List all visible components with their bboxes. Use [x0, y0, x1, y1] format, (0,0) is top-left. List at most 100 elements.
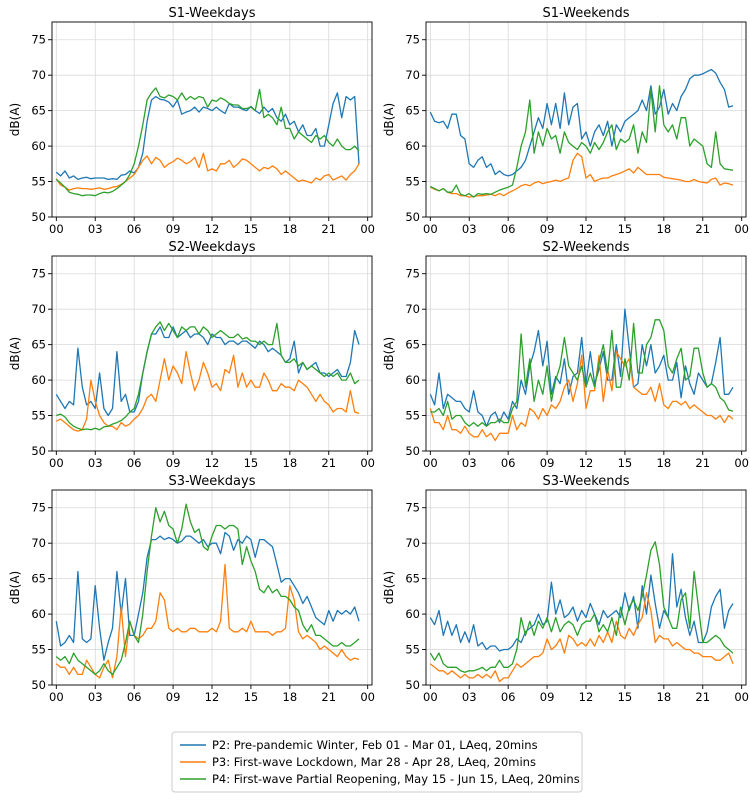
series-line-p3 [429, 351, 734, 442]
y-axis-label: dB(A) [8, 571, 22, 604]
x-tick-label: 00 [360, 456, 375, 470]
series-line-p4 [430, 319, 734, 427]
x-tick-label: 00 [423, 456, 438, 470]
series-line-p4 [56, 321, 360, 431]
x-tick-label: 00 [360, 222, 375, 236]
y-tick-label: 55 [405, 175, 420, 189]
x-tick-label: 21 [695, 222, 710, 236]
x-tick-label: 06 [501, 456, 516, 470]
y-tick-label: 70 [31, 302, 46, 316]
y-tick-label: 70 [31, 536, 46, 550]
y-tick-label: 70 [405, 536, 420, 550]
x-tick-label: 06 [501, 690, 516, 704]
x-tick-label: 15 [244, 222, 259, 236]
y-tick-label: 75 [405, 33, 420, 47]
y-tick-label: 65 [31, 104, 46, 118]
y-tick-label: 75 [31, 267, 46, 281]
x-tick-label: 00 [734, 456, 749, 470]
x-tick-label: 06 [127, 222, 142, 236]
y-tick-label: 70 [405, 302, 420, 316]
x-tick-label: 18 [657, 222, 672, 236]
x-tick-label: 09 [166, 456, 181, 470]
y-tick-label: 50 [31, 678, 46, 692]
y-tick-label: 75 [405, 501, 420, 515]
legend-frame [171, 731, 583, 793]
series-line-p2 [429, 308, 734, 427]
series-line-p3 [55, 152, 360, 191]
panel-title: S1-Weekends [542, 6, 629, 21]
x-tick-label: 12 [579, 222, 594, 236]
x-tick-label: 00 [734, 222, 749, 236]
y-axis-label: dB(A) [382, 103, 396, 136]
y-axis-label: dB(A) [382, 337, 396, 370]
x-tick-label: 15 [244, 456, 259, 470]
y-axis-label: dB(A) [8, 103, 22, 136]
y-tick-label: 50 [405, 678, 420, 692]
y-tick-label: 55 [31, 175, 46, 189]
y-tick-label: 60 [31, 139, 46, 153]
y-tick-label: 65 [405, 338, 420, 352]
x-tick-label: 15 [618, 456, 633, 470]
x-tick-label: 09 [166, 222, 181, 236]
series-line-p3 [56, 351, 360, 432]
panel-title: S3-Weekdays [169, 474, 256, 489]
y-tick-label: 55 [405, 643, 420, 657]
y-tick-label: 55 [31, 409, 46, 423]
series-line-p4 [430, 85, 734, 198]
x-tick-label: 18 [283, 456, 298, 470]
y-tick-label: 75 [405, 267, 420, 281]
x-tick-label: 06 [127, 690, 142, 704]
series-line-p4 [429, 541, 734, 673]
series-line-p3 [430, 152, 734, 198]
x-tick-label: 12 [205, 690, 220, 704]
series-line-p2 [429, 553, 734, 652]
y-tick-label: 55 [31, 643, 46, 657]
legend-label-p4: P4: First-wave Partial Reopening, May 15… [212, 772, 580, 786]
x-tick-label: 00 [49, 222, 64, 236]
x-tick-label: 03 [88, 222, 103, 236]
x-tick-label: 00 [360, 690, 375, 704]
series-line-p4 [55, 503, 360, 676]
x-tick-label: 09 [540, 456, 555, 470]
x-tick-label: 18 [283, 690, 298, 704]
x-tick-label: 03 [462, 456, 477, 470]
y-tick-label: 65 [405, 572, 420, 586]
panel-title: S2-Weekends [542, 240, 629, 255]
y-tick-label: 50 [31, 210, 46, 224]
y-tick-label: 65 [31, 572, 46, 586]
x-tick-label: 21 [695, 456, 710, 470]
x-tick-label: 15 [618, 222, 633, 236]
legend-label-p3: P3: First-wave Lockdown, Mar 28 - Apr 28… [212, 755, 536, 769]
y-tick-label: 65 [31, 338, 46, 352]
x-tick-label: 03 [88, 690, 103, 704]
y-tick-label: 60 [31, 607, 46, 621]
x-tick-label: 09 [166, 690, 181, 704]
panel-title: S2-Weekdays [169, 240, 256, 255]
y-tick-label: 50 [405, 210, 420, 224]
x-tick-label: 18 [283, 222, 298, 236]
x-tick-label: 09 [540, 222, 555, 236]
x-tick-label: 12 [205, 456, 220, 470]
series-line-p3 [55, 563, 360, 679]
y-tick-label: 60 [405, 139, 420, 153]
series-line-p3 [429, 592, 734, 683]
x-tick-label: 00 [49, 690, 64, 704]
x-tick-label: 09 [540, 690, 555, 704]
y-tick-label: 50 [31, 444, 46, 458]
x-tick-label: 18 [657, 690, 672, 704]
y-tick-label: 75 [31, 501, 46, 515]
series-line-p2 [55, 531, 360, 661]
x-tick-label: 21 [695, 690, 710, 704]
series-line-p2 [429, 68, 734, 177]
x-tick-label: 21 [321, 456, 336, 470]
y-axis-label: dB(A) [8, 337, 22, 370]
x-tick-label: 12 [205, 222, 220, 236]
x-tick-label: 00 [423, 222, 438, 236]
x-tick-label: 12 [579, 690, 594, 704]
x-tick-label: 06 [501, 222, 516, 236]
x-tick-label: 12 [579, 456, 594, 470]
